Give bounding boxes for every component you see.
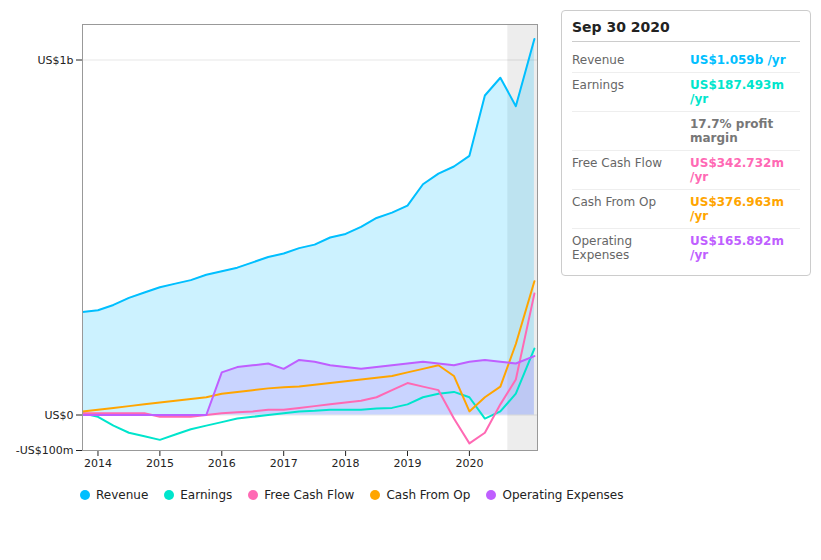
html-text:Cash From Op: Cash From Op <box>386 488 471 502</box>
svg-text:2014: 2014 <box>84 457 112 470</box>
html-text:Earnings: Earnings <box>180 488 233 502</box>
html-text:US$342.732m /yr: US$342.732m /yr <box>690 156 784 184</box>
html-text:US$187.493m /yr: US$187.493m /yr <box>690 78 784 106</box>
svg-text:US$1b: US$1b <box>37 54 73 67</box>
html-text:Operating Expenses: Operating Expenses <box>502 488 624 502</box>
html-text:17.7% profit margin: 17.7% profit margin <box>690 117 774 145</box>
svg-text:2017: 2017 <box>270 457 298 470</box>
html-text:US$1.059b /yr: US$1.059b /yr <box>690 53 786 67</box>
html-text:Sep 30 2020: Sep 30 2020 <box>572 19 670 35</box>
svg-text:2015: 2015 <box>146 457 174 470</box>
html-text:Cash From Op: Cash From Op <box>572 195 656 209</box>
html-text:Free Cash Flow: Free Cash Flow <box>264 488 355 502</box>
svg-text:-US$100m: -US$100m <box>16 444 74 457</box>
svg-text:2016: 2016 <box>208 457 236 470</box>
html-text:Free Cash Flow: Free Cash Flow <box>572 156 663 170</box>
html-text:Earnings: Earnings <box>572 78 625 92</box>
html-text:US$376.963m /yr: US$376.963m /yr <box>690 195 784 223</box>
svg-text:2019: 2019 <box>394 457 422 470</box>
html-text:US$165.892m /yr: US$165.892m /yr <box>690 234 784 262</box>
html-text:Revenue: Revenue <box>572 53 625 67</box>
svg-text:US$0: US$0 <box>44 409 73 422</box>
html-text:Operating Expenses: Operating Expenses <box>572 234 632 262</box>
html-text:Revenue: Revenue <box>96 488 149 502</box>
svg-text:2020: 2020 <box>455 457 483 470</box>
svg-text:2018: 2018 <box>332 457 360 470</box>
